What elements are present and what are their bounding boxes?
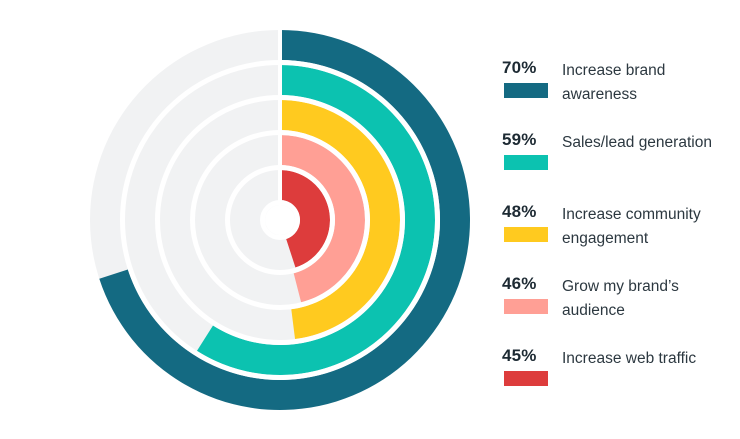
legend-label: Grow my brand’s audience (562, 278, 679, 319)
legend-swatch (504, 155, 548, 170)
legend-percent: 45% (502, 346, 537, 365)
legend-item-community-engagement: 48% Increase community engagement (500, 200, 736, 272)
legend-percent: 70% (502, 58, 537, 77)
legend-swatch (504, 299, 548, 314)
legend-percent: 48% (502, 202, 537, 221)
legend-percent: 59% (502, 130, 537, 149)
radial-bar-3 (280, 100, 401, 340)
legend-label: Increase community engagement (562, 206, 701, 247)
radial-bar-5 (280, 170, 331, 268)
legend-label: Increase brand awareness (562, 62, 666, 103)
legend-item-sales-lead: 59% Sales/lead generation (500, 128, 736, 200)
legend-item-brand-audience: 46% Grow my brand’s audience (500, 272, 736, 344)
legend-label: Sales/lead generation (562, 134, 712, 151)
legend-label: Increase web traffic (562, 350, 697, 367)
legend-swatch (504, 83, 548, 98)
top-divider (278, 30, 282, 205)
legend-item-brand-awareness: 70% Increase brand awareness (500, 56, 736, 128)
legend: 70% Increase brand awareness 59% Sales/l… (500, 56, 736, 416)
legend-swatch (504, 227, 548, 242)
center-hole (265, 205, 295, 235)
legend-percent: 46% (502, 274, 537, 293)
legend-swatch (504, 371, 548, 386)
radial-bar-2 (196, 65, 436, 376)
radial-bar-4 (280, 135, 366, 303)
legend-item-web-traffic: 45% Increase web traffic (500, 344, 736, 416)
